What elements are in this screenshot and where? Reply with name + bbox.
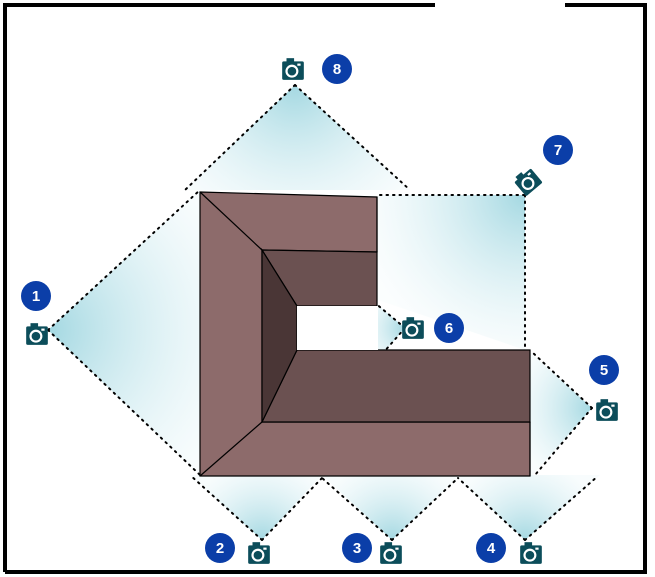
camera-number-badge: 2 [205,533,235,563]
courtyard [297,306,378,350]
camera-5: 5 [589,355,619,422]
camera-number-label: 4 [487,540,496,557]
camera-number-badge: 8 [322,54,352,84]
outer-walls [3,3,647,574]
building [199,191,531,477]
camera-icon [247,541,271,565]
roof-inner-bottom [261,349,531,423]
fov-camera-1 [48,190,200,475]
camera-number-label: 3 [353,540,361,557]
camera-number-badge: 5 [589,355,619,385]
fov-camera-7 [378,195,525,350]
fov-camera-4 [455,475,600,540]
camera-1: 1 [21,281,51,346]
camera-number-label: 5 [600,362,608,379]
cameras: 1 2 3 4 5 6 7 8 [21,54,619,565]
camera-6: 6 [401,313,464,343]
camera-number-badge: 7 [543,135,573,165]
camera-number-label: 1 [32,288,40,305]
fov-camera-5 [530,352,592,478]
camera-3: 3 [342,533,403,565]
camera-number-badge: 1 [21,281,51,311]
camera-number-badge: 3 [342,533,372,563]
camera-fields-of-view [48,85,600,540]
camera-number-label: 2 [216,540,224,557]
fov-camera-3 [322,475,460,540]
camera-number-label: 8 [333,61,341,78]
camera-7: 7 [511,135,573,198]
camera-icon [511,164,544,198]
camera-8: 8 [281,54,352,84]
camera-number-badge: 4 [476,533,506,563]
camera-2: 2 [205,533,271,565]
camera-icon [401,316,425,340]
camera-number-badge: 6 [434,313,464,343]
fov-camera-2 [190,475,322,540]
camera-icon [281,57,305,81]
camera-number-label: 7 [554,142,562,159]
fov-camera-8 [185,85,410,190]
fov-boundary-lines [47,84,599,541]
camera-4: 4 [476,533,543,565]
camera-icon [25,322,49,346]
camera-icon [379,541,403,565]
camera-icon [595,398,619,422]
camera-number-label: 6 [445,320,453,337]
camera-icon [519,541,543,565]
